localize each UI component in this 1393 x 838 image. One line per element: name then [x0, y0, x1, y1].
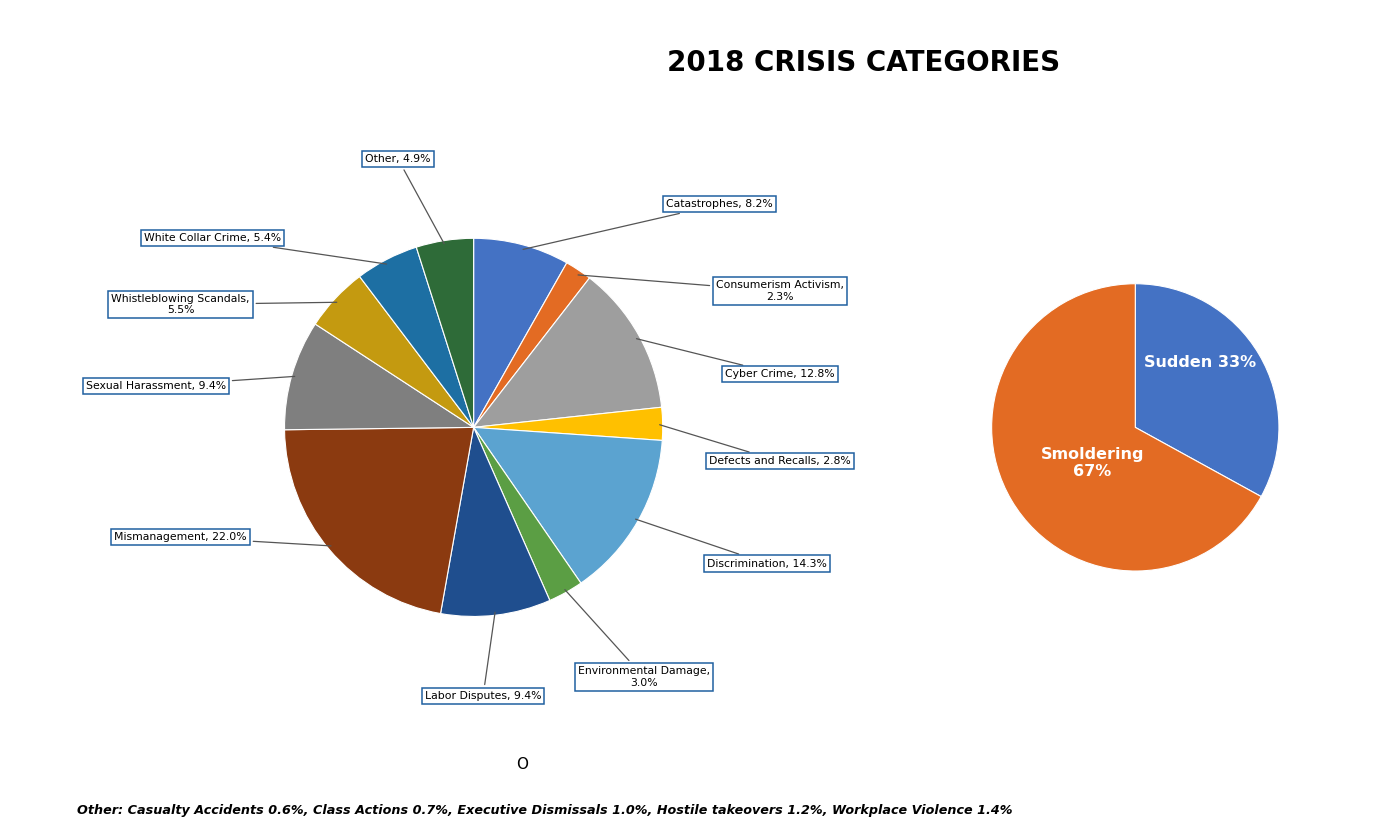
Wedge shape: [1135, 284, 1279, 497]
Wedge shape: [417, 238, 474, 427]
Wedge shape: [474, 427, 662, 583]
Wedge shape: [474, 427, 581, 601]
Text: Whistleblowing Scandals,
5.5%: Whistleblowing Scandals, 5.5%: [111, 293, 337, 315]
Wedge shape: [440, 427, 550, 617]
Wedge shape: [474, 278, 662, 427]
Text: 2018 CRISIS CATEGORIES: 2018 CRISIS CATEGORIES: [667, 49, 1060, 77]
Text: Other: Casualty Accidents 0.6%, Class Actions 0.7%, Executive Dismissals 1.0%, H: Other: Casualty Accidents 0.6%, Class Ac…: [77, 804, 1013, 817]
Text: Consumerism Activism,
2.3%: Consumerism Activism, 2.3%: [578, 275, 844, 302]
Wedge shape: [474, 263, 589, 427]
Text: Mismanagement, 22.0%: Mismanagement, 22.0%: [114, 532, 332, 546]
Wedge shape: [474, 238, 567, 427]
Text: Environmental Damage,
3.0%: Environmental Damage, 3.0%: [564, 590, 710, 688]
Wedge shape: [284, 324, 474, 430]
Text: Defects and Recalls, 2.8%: Defects and Recalls, 2.8%: [660, 425, 851, 467]
Text: Sexual Harassment, 9.4%: Sexual Harassment, 9.4%: [86, 376, 295, 391]
Text: Labor Disputes, 9.4%: Labor Disputes, 9.4%: [425, 613, 542, 701]
Text: O: O: [517, 758, 528, 773]
Text: Discrimination, 14.3%: Discrimination, 14.3%: [635, 520, 826, 568]
Wedge shape: [315, 277, 474, 427]
Text: Sudden 33%: Sudden 33%: [1144, 355, 1256, 370]
Wedge shape: [284, 427, 474, 613]
Text: White Collar Crime, 5.4%: White Collar Crime, 5.4%: [143, 233, 387, 264]
Text: Cyber Crime, 12.8%: Cyber Crime, 12.8%: [637, 339, 834, 380]
Text: Catastrophes, 8.2%: Catastrophes, 8.2%: [522, 199, 773, 250]
Wedge shape: [992, 284, 1261, 571]
Text: Other, 4.9%: Other, 4.9%: [365, 154, 444, 244]
Text: Smoldering
67%: Smoldering 67%: [1041, 447, 1144, 479]
Wedge shape: [474, 407, 663, 441]
Wedge shape: [359, 247, 474, 427]
